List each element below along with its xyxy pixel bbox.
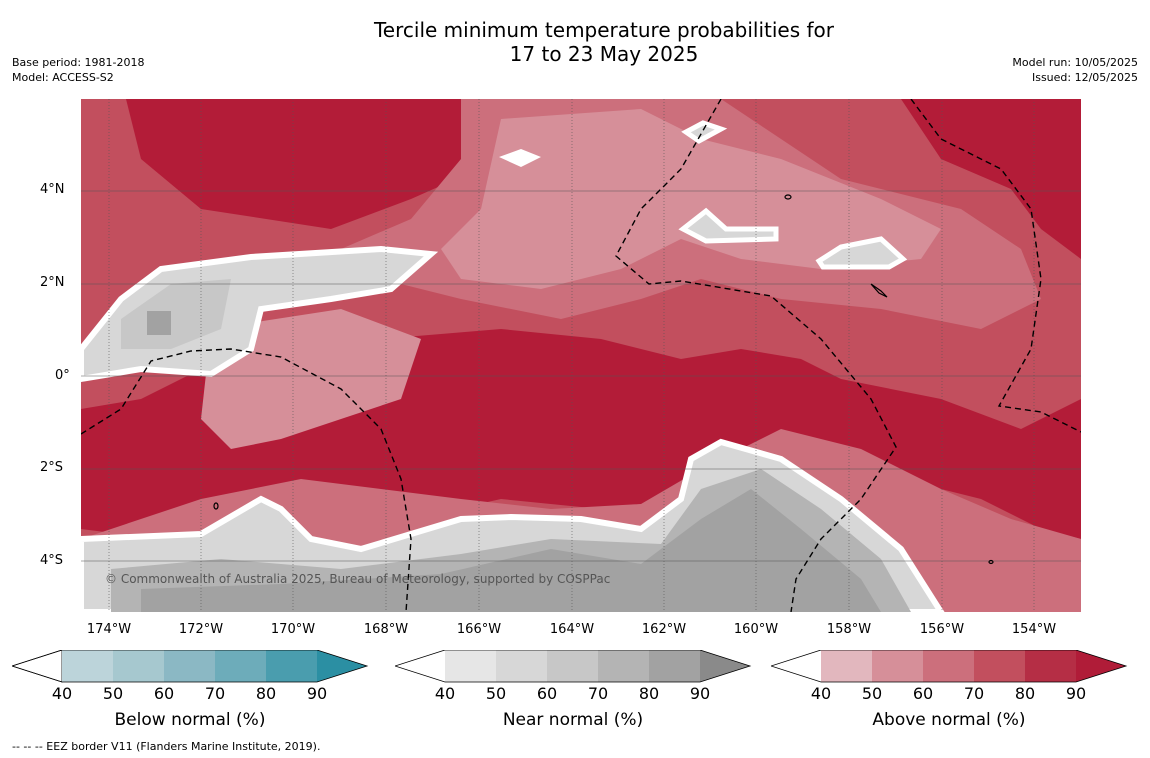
below-tick-80: 80 bbox=[255, 684, 277, 703]
cb-below-seg-5 bbox=[266, 650, 317, 682]
above-tick-40: 40 bbox=[810, 684, 832, 703]
lon-label-164w: 164°W bbox=[549, 622, 595, 637]
cb-below-seg-0 bbox=[10, 649, 63, 683]
cb-below-seg-4 bbox=[215, 650, 266, 682]
meta-right: Model run: 10/05/2025 Issued: 12/05/2025 bbox=[1012, 55, 1138, 85]
lon-label-160w: 160°W bbox=[733, 622, 779, 637]
below-tick-40: 40 bbox=[51, 684, 73, 703]
near-normal-patch-4 bbox=[499, 149, 541, 167]
colorbar-below bbox=[10, 649, 369, 683]
lon-label-162w: 162°W bbox=[641, 622, 687, 637]
near-tick-80: 80 bbox=[638, 684, 660, 703]
title-line-2: 17 to 23 May 2025 bbox=[509, 42, 699, 66]
lat-label-2n: 2°N bbox=[40, 275, 65, 290]
colorbar-above bbox=[769, 649, 1128, 683]
below-tick-50: 50 bbox=[102, 684, 124, 703]
below-caption: Below normal (%) bbox=[114, 710, 266, 730]
lon-label-168w: 168°W bbox=[363, 622, 409, 637]
cb-below-seg-3 bbox=[164, 650, 215, 682]
cb-above-seg-0 bbox=[771, 650, 821, 682]
cb-below-seg-2 bbox=[113, 650, 164, 682]
lon-label-174w: 174°W bbox=[86, 622, 132, 637]
lon-label-170w: 170°W bbox=[270, 622, 316, 637]
near-tick-70: 70 bbox=[587, 684, 609, 703]
meta-left: Base period: 1981-2018 Model: ACCESS-S2 bbox=[12, 55, 144, 85]
lat-label-4n: 4°N bbox=[40, 182, 65, 197]
issued-date: Issued: 12/05/2025 bbox=[1031, 71, 1138, 84]
cb-above-seg-5 bbox=[1025, 650, 1076, 682]
cb-above-seg-4 bbox=[974, 650, 1025, 682]
above-tick-90: 90 bbox=[1065, 684, 1087, 703]
below-tick-70: 70 bbox=[204, 684, 226, 703]
map-canvas bbox=[81, 99, 1081, 612]
title-line-1: Tercile minimum temperature probabilitie… bbox=[373, 18, 835, 42]
cb-near-seg-6 bbox=[700, 650, 750, 682]
near-normal-spot bbox=[147, 311, 171, 335]
lon-label-154w: 154°W bbox=[1011, 622, 1057, 637]
near-normal-patch-1 bbox=[678, 207, 779, 244]
above-tick-70: 70 bbox=[963, 684, 985, 703]
cb-above-seg-6 bbox=[1076, 650, 1126, 682]
cb-below-seg-1 bbox=[62, 650, 113, 682]
near-tick-60: 60 bbox=[536, 684, 558, 703]
above-tick-80: 80 bbox=[1014, 684, 1036, 703]
model-run: Model run: 10/05/2025 bbox=[1012, 56, 1138, 69]
lat-label-4s: 4°S bbox=[40, 553, 64, 568]
colorbar-near bbox=[393, 649, 752, 683]
eez-borders bbox=[81, 99, 1081, 612]
cb-near-seg-3 bbox=[547, 650, 598, 682]
legend-near-normal: 40 50 60 70 80 90 Near normal (%) bbox=[393, 649, 753, 730]
base-period: Base period: 1981-2018 bbox=[12, 56, 145, 69]
islands bbox=[213, 194, 994, 565]
lon-label-172w: 172°W bbox=[178, 622, 224, 637]
near-normal-deep-south bbox=[141, 489, 881, 612]
cb-near-seg-5 bbox=[649, 650, 700, 682]
near-normal-patch-3 bbox=[681, 120, 728, 144]
above-50-region bbox=[441, 109, 941, 289]
legend-below-normal: 40 50 60 70 80 90 Below normal (%) bbox=[10, 649, 370, 730]
below-tick-90: 90 bbox=[306, 684, 328, 703]
cb-above-seg-3 bbox=[923, 650, 974, 682]
above-caption: Above normal (%) bbox=[872, 710, 1026, 730]
lat-label-0: 0° bbox=[55, 368, 70, 383]
latitude-lines bbox=[81, 190, 1081, 562]
near-tick-90: 90 bbox=[689, 684, 711, 703]
near-normal-patch-2 bbox=[815, 236, 908, 270]
above-tick-50: 50 bbox=[861, 684, 883, 703]
legend-above-normal: 40 50 60 70 80 90 Above normal (%) bbox=[769, 649, 1129, 730]
model-name: Model: ACCESS-S2 bbox=[12, 71, 114, 84]
cb-near-seg-4 bbox=[598, 650, 649, 682]
probability-map[interactable] bbox=[81, 99, 1081, 612]
above-tick-60: 60 bbox=[912, 684, 934, 703]
cb-above-seg-1 bbox=[821, 650, 872, 682]
lon-label-166w: 166°W bbox=[456, 622, 502, 637]
cb-below-seg-6 bbox=[317, 650, 367, 682]
chart-title: Tercile minimum temperature probabilitie… bbox=[0, 18, 1150, 66]
lon-label-158w: 158°W bbox=[826, 622, 872, 637]
below-tick-60: 60 bbox=[153, 684, 175, 703]
cb-near-seg-2 bbox=[496, 650, 547, 682]
near-tick-40: 40 bbox=[434, 684, 456, 703]
near-caption: Near normal (%) bbox=[502, 710, 644, 730]
above-50-region-west bbox=[201, 309, 421, 449]
near-tick-50: 50 bbox=[485, 684, 507, 703]
cb-near-seg-1 bbox=[445, 650, 496, 682]
cb-above-seg-2 bbox=[872, 650, 923, 682]
lon-label-156w: 156°W bbox=[919, 622, 965, 637]
lat-label-2s: 2°S bbox=[40, 460, 64, 475]
cb-near-seg-0 bbox=[395, 650, 445, 682]
eez-footnote: -- -- -- EEZ border V11 (Flanders Marine… bbox=[12, 740, 321, 753]
copyright-notice: © Commonwealth of Australia 2025, Bureau… bbox=[105, 572, 611, 586]
